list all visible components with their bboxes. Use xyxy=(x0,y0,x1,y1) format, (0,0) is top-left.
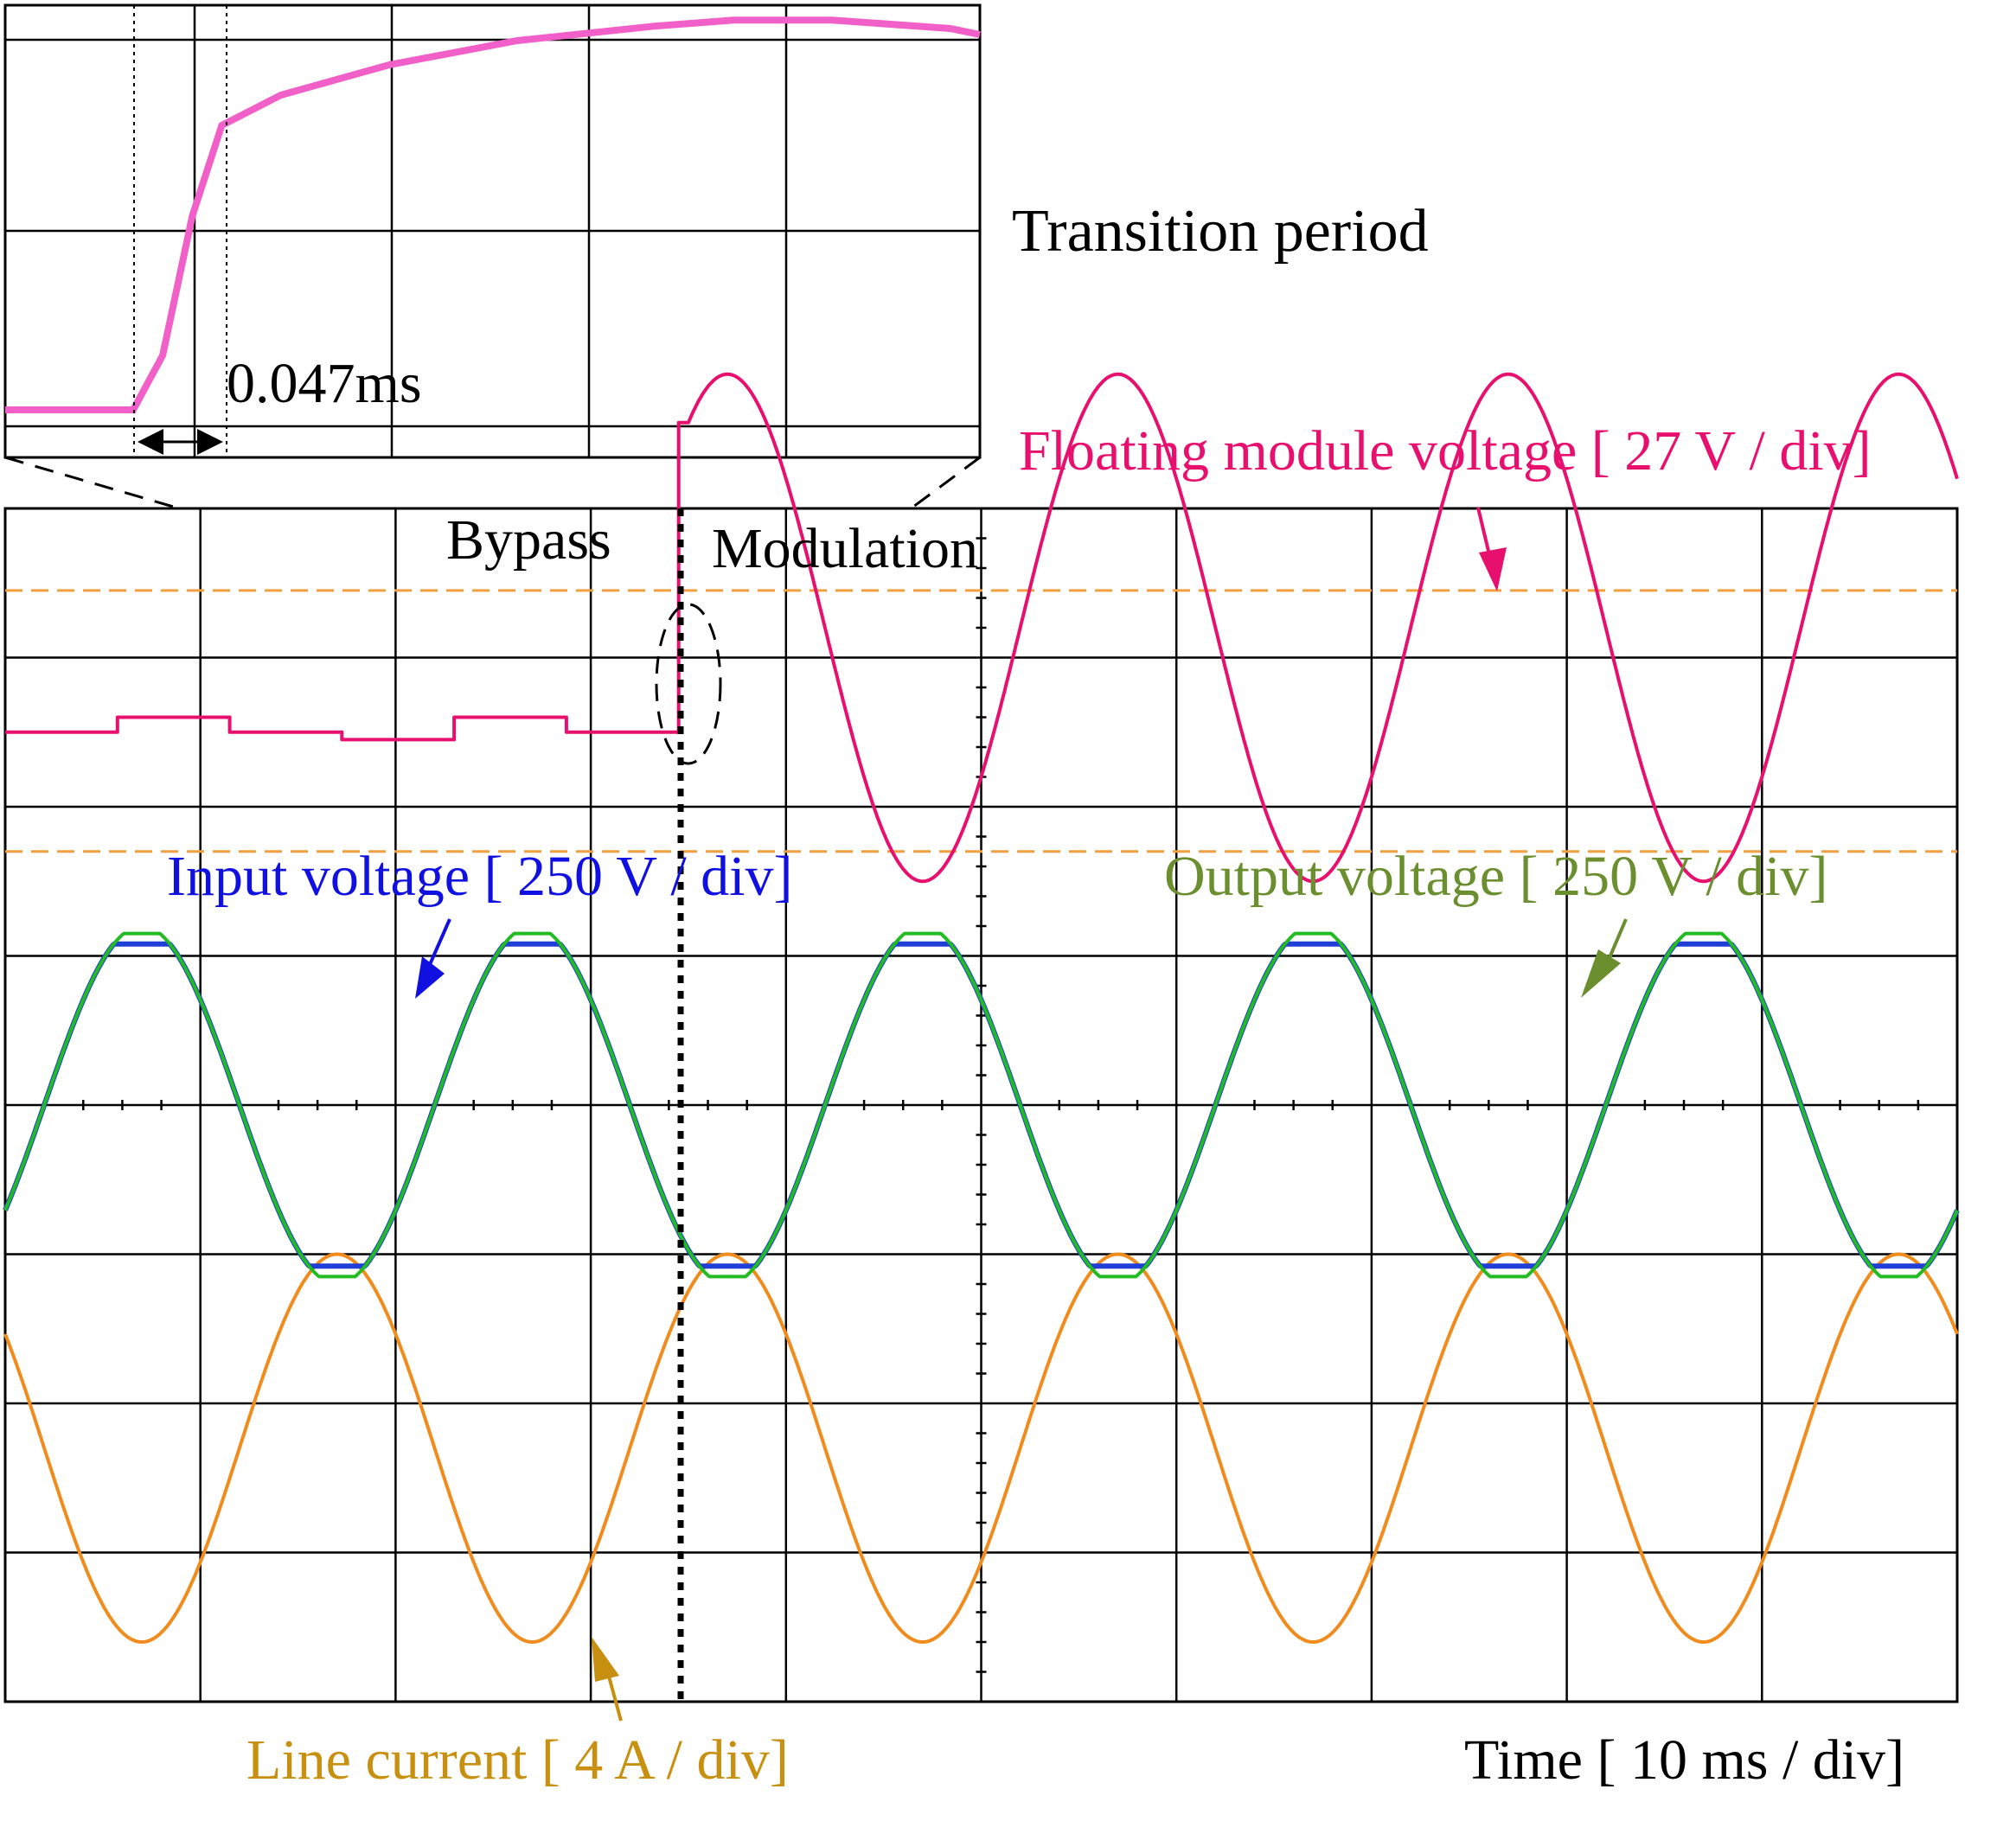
floating-voltage-arrow xyxy=(1476,507,1507,591)
inset-grid xyxy=(5,5,980,457)
bypass-label: Bypass xyxy=(446,508,611,572)
output-voltage-label: Output voltage [ 250 V / div] xyxy=(1164,845,1828,908)
transition-inset: 0.047ms xyxy=(3,3,982,459)
inset-title: Transition period xyxy=(1012,198,1429,265)
input-voltage-arrow xyxy=(415,918,451,999)
scope-grid xyxy=(5,508,1957,1702)
modulation-label: Modulation xyxy=(712,517,978,580)
floating-voltage-bounds xyxy=(5,589,1957,853)
floating-voltage-trace xyxy=(5,372,1959,884)
output-voltage-trace xyxy=(3,931,1959,1279)
line-current-arrow xyxy=(592,1637,623,1722)
output-voltage-arrow xyxy=(1581,918,1628,998)
line-current-label: Line current [ 4 A / div] xyxy=(246,1728,789,1792)
floating-voltage-label: Floating module voltage [ 27 V / div] xyxy=(1019,419,1872,482)
input-voltage-label: Input voltage [ 250 V / div] xyxy=(167,845,793,908)
scope-screen xyxy=(3,372,1960,1703)
line-current-trace xyxy=(3,1252,1959,1644)
transition-highlight xyxy=(655,603,722,765)
traces xyxy=(3,372,1960,1644)
inset-trace xyxy=(5,16,981,413)
time-scale-label: Time [ 10 ms / div] xyxy=(1464,1728,1904,1792)
inset-duration-label: 0.047ms xyxy=(227,352,422,415)
